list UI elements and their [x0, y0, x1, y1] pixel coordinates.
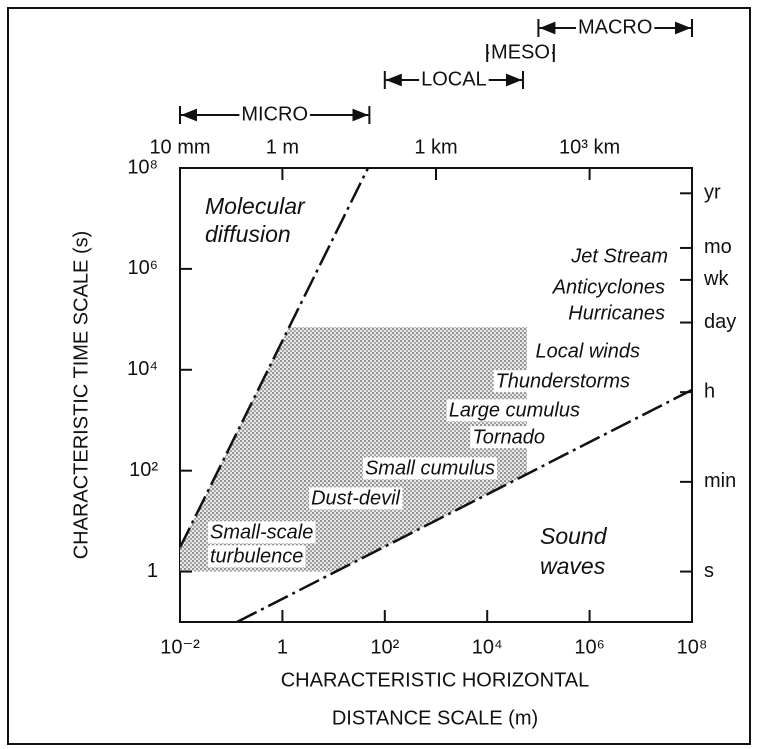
series-label: waves [540, 553, 606, 579]
phenomenon-label: Large cumulus [449, 399, 580, 421]
label-background [419, 68, 489, 91]
scale-label: MICRO [241, 103, 308, 125]
y-tick-label: 10⁸ [127, 156, 158, 178]
label-background [239, 103, 311, 126]
series-line [180, 168, 370, 549]
label-background [208, 545, 306, 568]
x-tick-label: 10⁴ [472, 636, 503, 658]
scale-label: MESO [491, 41, 550, 63]
y-axis-label: CHARACTERISTIC TIME SCALE (s) [70, 231, 92, 560]
x-tick-label: 10⁻² [160, 636, 200, 658]
y-tick-label: 1 [147, 560, 158, 582]
x-tick-label: 10⁸ [677, 636, 708, 658]
x2-tick-label: 1 km [414, 136, 457, 158]
label-background [533, 340, 642, 363]
label-background [489, 41, 552, 64]
frame [7, 7, 751, 745]
x2-tick-label: 10 mm [149, 136, 210, 158]
phenomenon-label: Small cumulus [365, 457, 495, 479]
phenomenon-label: turbulence [210, 545, 303, 567]
label-background [549, 276, 667, 299]
label-background [575, 16, 655, 39]
series-label: Sound [540, 523, 608, 549]
y2-tick-label: yr [704, 182, 721, 204]
phenomenon-label: Local winds [535, 340, 640, 362]
y2-tick-label: mo [704, 236, 732, 258]
y2-tick-label: min [704, 470, 736, 492]
x-tick-label: 10² [370, 636, 399, 658]
x2-tick-label: 1 m [266, 136, 299, 158]
y2-tick-label: wk [703, 268, 729, 290]
label-background [470, 426, 547, 449]
y-tick-label: 10⁶ [128, 257, 158, 279]
series-label: diffusion [205, 221, 291, 247]
x-tick-label: 10⁶ [574, 636, 604, 658]
y-tick-label: 10² [129, 459, 158, 481]
x-axis-label: CHARACTERISTIC HORIZONTAL [281, 669, 590, 691]
label-background [493, 370, 632, 393]
y-tick-label: 10⁴ [127, 358, 158, 380]
x2-tick-label: 10³ km [559, 136, 620, 158]
x-axis-label: DISTANCE SCALE (m) [332, 707, 538, 729]
phenomenon-label: Jet Stream [570, 245, 668, 267]
scale-label: LOCAL [421, 68, 487, 90]
series-label: Molecular [205, 193, 306, 219]
y2-tick-label: h [704, 380, 715, 402]
scale-label: MACRO [578, 16, 652, 38]
label-background [568, 245, 670, 268]
phenomenon-label: Anticyclones [552, 276, 665, 298]
label-background [566, 302, 667, 325]
label-background [309, 487, 403, 510]
series-line [236, 388, 692, 622]
phenomenon-label: Dust-devil [311, 487, 400, 509]
y2-tick-label: s [704, 560, 714, 582]
phenomenon-label: Tornado [472, 426, 545, 448]
phenomenon-label: Small-scale [210, 521, 313, 543]
label-background [446, 399, 582, 422]
label-background [362, 457, 497, 480]
y2-tick-label: day [704, 311, 736, 333]
phenomenon-label: Thunderstorms [496, 370, 631, 392]
label-background [208, 521, 316, 544]
phenomenon-label: Hurricanes [568, 302, 665, 324]
x-tick-label: 1 [277, 636, 288, 658]
